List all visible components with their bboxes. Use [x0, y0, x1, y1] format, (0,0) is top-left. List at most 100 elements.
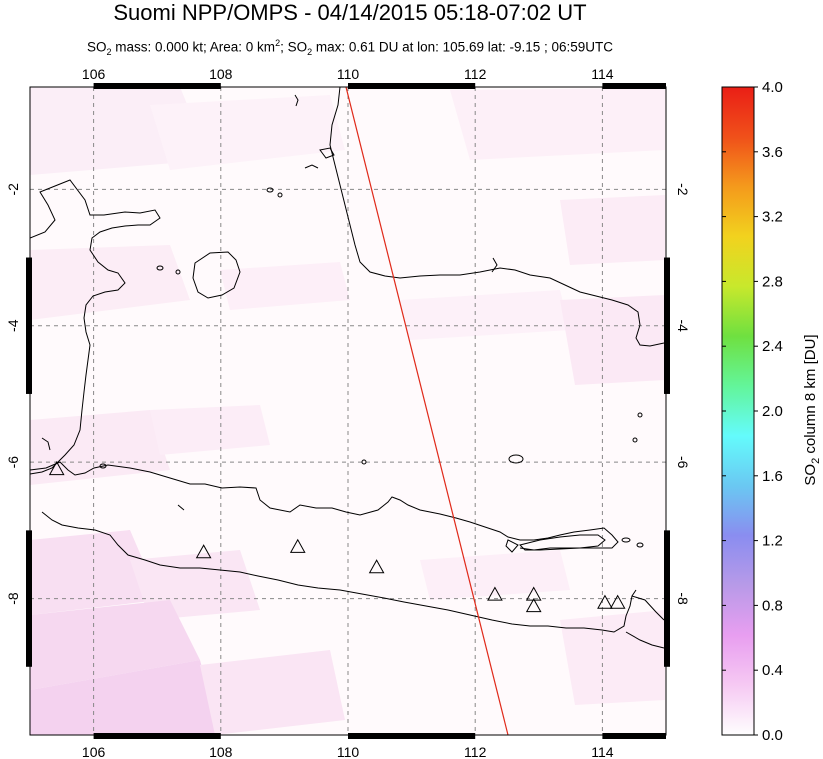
lon-tick-label: 110: [337, 744, 360, 759]
lon-tick-label: 112: [464, 66, 487, 82]
lat-tick-label: -8: [5, 592, 21, 605]
lat-tick-label: -2: [5, 183, 21, 196]
island: [304, 164, 319, 169]
island: [505, 539, 519, 553]
island: [277, 192, 283, 198]
so2-cell: [560, 610, 665, 705]
so2-cell: [150, 405, 270, 455]
so2-cell: [30, 245, 190, 320]
frame-bar-bottom: [93, 733, 221, 739]
island: [361, 459, 367, 465]
subtitle: SO2 mass: 0.000 kt; Area: 0 km2; SO2 max…: [0, 34, 700, 61]
colorbar-tick-label: 3.6: [762, 144, 783, 161]
java-north-coast: [30, 461, 619, 551]
lon-tick-label: 110: [337, 66, 360, 82]
lat-tick-label: -8: [675, 592, 691, 605]
lon-labels-bottom: 106 108 110 112 114: [82, 744, 614, 759]
colorbar: [721, 86, 755, 736]
island: [41, 437, 51, 451]
colorbar-ticks: 4.0 3.6 3.2 2.8 2.4 2.0 1.6 1.2 0.8 0.4 0.0: [722, 79, 783, 744]
frame-tick-bars: [26, 83, 670, 739]
madura-island: [519, 534, 606, 551]
lat-tick-label: -4: [675, 320, 691, 333]
island: [177, 504, 185, 511]
frame-bar-bottom: [348, 733, 476, 739]
sumatra-coast: [30, 179, 161, 475]
colorbar-tick-label: 2.8: [762, 273, 783, 290]
lon-tick-label: 106: [82, 66, 106, 82]
subtitle-km-sup: 2: [275, 38, 281, 48]
lat-labels-right: -2 -4 -6 -8: [675, 183, 691, 605]
subtitle-mass-area: mass: 0.000 kt; Area: 0 km: [111, 39, 276, 55]
frame-bar-left: [26, 257, 32, 394]
lat-tick-label: -6: [5, 456, 21, 469]
volcano-triangle-icon: [525, 598, 542, 613]
volcano-triangle-icon: [597, 594, 613, 609]
so2-cell: [200, 650, 345, 735]
island: [636, 542, 644, 548]
colorbar-tick-label: 1.6: [762, 468, 783, 485]
so2-cell: [450, 88, 665, 160]
island: [621, 537, 631, 543]
colorbar-tick-label: 2.4: [762, 338, 783, 355]
so2-cell: [220, 262, 350, 310]
island: [99, 463, 107, 469]
subtitle-max: max: 0.61 DU at lon: 105.69 lat: -9.15 ;…: [312, 39, 614, 55]
so2-cell: [30, 530, 160, 615]
colorbar-tick-label: 1.2: [762, 533, 783, 550]
volcano-markers: [48, 460, 626, 613]
island: [266, 187, 274, 193]
so2-cell: [560, 295, 665, 385]
so2-cell: [30, 660, 220, 735]
lon-tick-label: 114: [591, 66, 614, 82]
subtitle-so2-sub-2: 2: [307, 47, 313, 58]
island: [632, 437, 638, 443]
lon-tick-label: 114: [591, 744, 614, 759]
lat-tick-label: -2: [675, 183, 691, 196]
so2-cell: [150, 95, 345, 170]
so2-swath-cells: [30, 87, 665, 735]
colorbar-tick-label: 0.8: [762, 597, 783, 614]
volcano-triangle-icon: [368, 559, 385, 574]
lat-tick-label: -4: [5, 319, 21, 332]
lat-labels-left: -2 -4 -6 -8: [5, 183, 21, 605]
lon-tick-label: 108: [209, 744, 233, 759]
colorbar-tick-label: 2.0: [762, 403, 783, 420]
volcano-triangle-icon: [48, 460, 65, 476]
bali-coast: [625, 631, 665, 649]
frame-bar-right: [664, 530, 670, 667]
island: [319, 147, 335, 159]
colorbar-tick-label: 4.0: [762, 79, 783, 96]
lon-tick-label: 108: [209, 66, 233, 82]
lon-tick-label: 112: [464, 744, 487, 759]
volcano-triangle-icon: [289, 538, 306, 553]
colorbar-tick-label: 0.0: [762, 727, 783, 744]
subtitle-so2-sub: 2: [106, 47, 112, 58]
so2-cell: [420, 550, 570, 600]
orbit-track-line: [345, 86, 509, 736]
frame-bar-top: [93, 83, 221, 89]
frame-bar-left: [26, 530, 32, 667]
frame-bar-top: [348, 83, 476, 89]
island: [294, 94, 299, 107]
page-title: Suomi NPP/OMPS - 04/14/2015 05:18-07:02 …: [113, 0, 587, 25]
island: [156, 265, 164, 271]
bali-island: [631, 595, 665, 621]
island: [491, 257, 498, 273]
so2-cell: [30, 410, 170, 485]
coastlines: [30, 87, 665, 649]
java-south-coast: [41, 511, 637, 633]
bangka-island: [192, 251, 241, 299]
frame-bar-right: [664, 257, 670, 394]
subtitle-so2: SO: [86, 39, 107, 55]
colorbar-label: SO2 column 8 km [DU]: [802, 334, 822, 485]
volcano-triangle-icon: [195, 544, 212, 559]
so2-cell: [400, 290, 570, 340]
island: [508, 454, 524, 464]
frame-bar-bottom: [602, 733, 666, 739]
island: [637, 412, 643, 418]
frame-bar-top: [602, 83, 666, 89]
island: [175, 269, 181, 275]
subtitle-so2-2: ; SO: [280, 39, 308, 55]
